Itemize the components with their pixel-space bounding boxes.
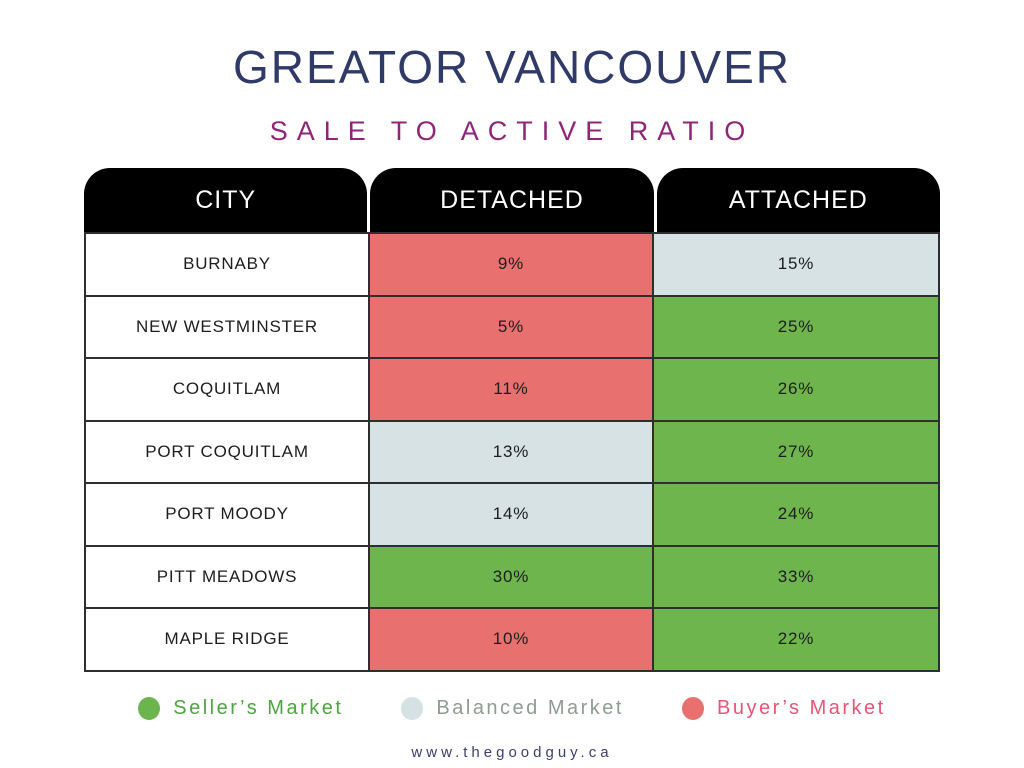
table-row-city: NEW WESTMINSTER [86, 296, 370, 359]
legend-item-sellers-market: Seller’s Market [138, 696, 344, 720]
table-cell-detached-value: 11% [370, 359, 654, 422]
balanced-market-dot-icon [401, 696, 424, 720]
table-row-city: PITT MEADOWS [86, 546, 370, 609]
table-header-row: CITY DETACHED ATTACHED [84, 168, 940, 232]
table-cell-attached-value: 26% [654, 359, 938, 422]
table-cell-attached-value: 24% [654, 484, 938, 547]
table-cell-detached-value: 14% [370, 484, 654, 547]
legend: Seller’s Market Balanced Market Buyer’s … [0, 696, 1024, 720]
table-row-city: MAPLE RIDGE [86, 609, 370, 670]
table-cell-detached-value: 9% [370, 234, 654, 297]
table-cell-detached-value: 30% [370, 546, 654, 609]
table-row-city: PORT MOODY [86, 484, 370, 547]
table-cell-attached-value: 25% [654, 296, 938, 359]
seller-market-dot-icon [138, 696, 161, 720]
table-row-city: PORT COQUITLAM [86, 421, 370, 484]
legend-item-buyers-market: Buyer’s Market [681, 696, 886, 720]
table-row-city: COQUITLAM [86, 359, 370, 422]
table-row-city: BURNABY [86, 234, 370, 297]
table-cell-attached-value: 15% [654, 234, 938, 297]
column-header-detached: DETACHED [370, 168, 654, 232]
table-cell-attached-value: 22% [654, 609, 938, 670]
table-body: BURNABY 9% 15% NEW WESTMINSTER 5% 25% COQUITLA… [84, 232, 940, 672]
table-cell-detached-value: 13% [370, 421, 654, 484]
page-title: GREATOR VANCOUVER [233, 41, 791, 93]
ratio-table: CITY DETACHED ATTACHED BURNABY 9% 15% NEW W… [84, 168, 940, 672]
column-header-city: CITY [84, 168, 368, 232]
legend-label: Balanced Market [436, 696, 624, 719]
legend-item-balanced-market: Balanced Market [401, 696, 624, 720]
legend-label: Seller’s Market [173, 696, 344, 719]
table-cell-attached-value: 27% [654, 421, 938, 484]
website-url: www.thegoodguy.ca [411, 743, 613, 761]
table-cell-attached-value: 33% [654, 546, 938, 609]
page-subtitle: SALE TO ACTIVE RATIO [269, 116, 755, 146]
legend-label: Buyer’s Market [716, 696, 886, 719]
table-cell-detached-value: 5% [370, 296, 654, 359]
column-header-attached: ATTACHED [656, 168, 940, 232]
table-cell-detached-value: 10% [370, 609, 654, 670]
buyer-market-dot-icon [681, 696, 704, 720]
